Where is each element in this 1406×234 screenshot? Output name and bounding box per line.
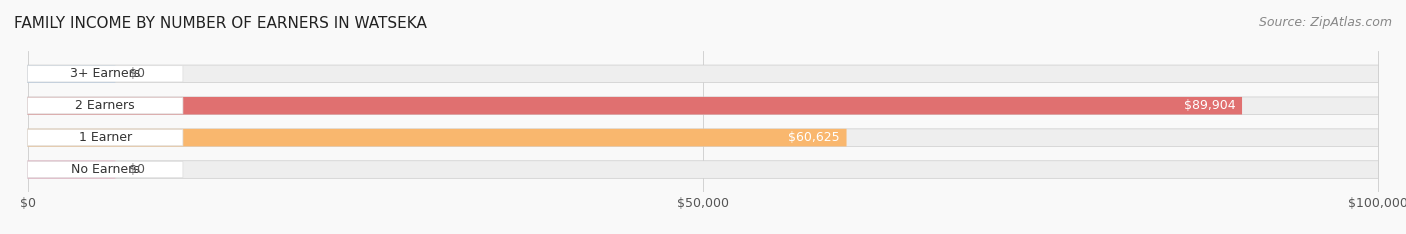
Text: $89,904: $89,904 (1184, 99, 1236, 112)
FancyBboxPatch shape (28, 161, 183, 178)
FancyBboxPatch shape (28, 129, 846, 146)
FancyBboxPatch shape (28, 66, 183, 82)
FancyBboxPatch shape (28, 97, 1241, 114)
FancyBboxPatch shape (28, 65, 115, 83)
FancyBboxPatch shape (28, 65, 1378, 83)
Text: $0: $0 (129, 163, 145, 176)
Text: 3+ Earners: 3+ Earners (70, 67, 141, 80)
Text: Source: ZipAtlas.com: Source: ZipAtlas.com (1258, 16, 1392, 29)
FancyBboxPatch shape (28, 98, 183, 114)
Text: 2 Earners: 2 Earners (76, 99, 135, 112)
FancyBboxPatch shape (28, 161, 115, 178)
Text: $60,625: $60,625 (789, 131, 839, 144)
FancyBboxPatch shape (28, 97, 1378, 114)
FancyBboxPatch shape (28, 129, 183, 146)
Text: 1 Earner: 1 Earner (79, 131, 132, 144)
Text: No Earners: No Earners (70, 163, 139, 176)
Text: FAMILY INCOME BY NUMBER OF EARNERS IN WATSEKA: FAMILY INCOME BY NUMBER OF EARNERS IN WA… (14, 16, 427, 31)
FancyBboxPatch shape (28, 161, 1378, 178)
FancyBboxPatch shape (28, 129, 1378, 146)
Text: $0: $0 (129, 67, 145, 80)
